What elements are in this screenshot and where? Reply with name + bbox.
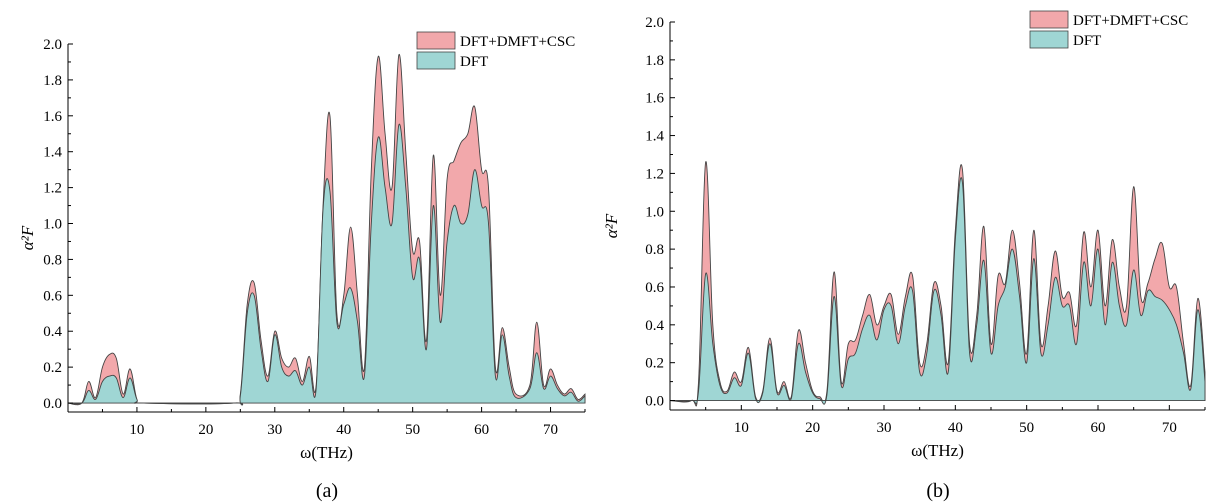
series-area-1 xyxy=(669,177,1206,405)
legend: DFT+DMFT+CSC DFT xyxy=(1029,10,1188,49)
x-tick-label: 60 xyxy=(474,422,489,438)
x-tick-label: 70 xyxy=(1162,420,1177,436)
y-tick-label: 1.4 xyxy=(645,129,664,145)
y-tick-label: 0.4 xyxy=(43,324,62,340)
x-tick-label: 20 xyxy=(198,422,213,438)
y-axis-title: α²F xyxy=(18,225,37,250)
y-axis-title: α²F xyxy=(602,213,621,238)
x-tick-label: 40 xyxy=(948,420,963,436)
x-tick-label: 30 xyxy=(877,420,892,436)
y-tick-label: 1.0 xyxy=(43,217,62,233)
x-tick-label: 50 xyxy=(405,422,420,438)
x-tick-label: 40 xyxy=(336,422,351,438)
y-tick-label: 1.4 xyxy=(43,145,62,161)
x-tick-label: 30 xyxy=(267,422,282,438)
x-tick-label: 10 xyxy=(129,422,144,438)
x-tick-label: 70 xyxy=(543,422,558,438)
legend-swatch xyxy=(1029,10,1069,29)
y-tick-label: 0.6 xyxy=(645,280,664,296)
y-tick-label: 2.0 xyxy=(645,15,664,31)
y-tick-label: 1.6 xyxy=(43,109,62,125)
x-tick-label: 20 xyxy=(805,420,820,436)
y-tick-label: 0.6 xyxy=(43,288,62,304)
y-tick-label: 1.8 xyxy=(43,73,62,89)
chart-panel-b: 0.0 0.2 0.4 0.6 0.8 1.0 1.2 1.4 1.6 1.8 2.0 10 20 30 4… xyxy=(602,10,1206,502)
y-tick-label: 0.0 xyxy=(43,396,62,412)
panel-label: (a) xyxy=(316,480,338,502)
y-tick-label: 1.8 xyxy=(645,53,664,69)
x-tick-label: 10 xyxy=(734,420,749,436)
y-tick-label: 1.2 xyxy=(645,166,664,182)
y-tick-label: 0.8 xyxy=(645,242,664,258)
y-tick-label: 1.6 xyxy=(645,91,664,107)
y-tick-label: 1.2 xyxy=(43,181,62,197)
x-tick-label: 60 xyxy=(1091,420,1106,436)
legend-swatch xyxy=(1029,30,1069,49)
x-axis-title: ω(THz) xyxy=(300,443,353,462)
y-tick-label: 2.0 xyxy=(43,37,62,53)
legend-label: DFT+DMFT+CSC xyxy=(1073,13,1188,29)
chart-panel-a: 0.0 0.2 0.4 0.6 0.8 1.0 1.2 1.4 1.6 1.8 2.0 10 20 30 4… xyxy=(18,31,586,502)
legend-swatch xyxy=(416,31,456,50)
x-axis-title: ω(THz) xyxy=(911,441,964,460)
legend: DFT+DMFT+CSC DFT xyxy=(416,31,575,70)
legend-label: DFT xyxy=(1073,33,1101,49)
y-tick-label: 0.4 xyxy=(645,318,664,334)
x-tick-label: 50 xyxy=(1019,420,1034,436)
y-tick-label: 0.2 xyxy=(645,356,664,372)
y-tick-label: 0.2 xyxy=(43,360,62,376)
y-tick-label: 0.0 xyxy=(645,394,664,410)
legend-label: DFT xyxy=(460,54,488,70)
series-area-1 xyxy=(67,123,586,406)
y-tick-label: 1.0 xyxy=(645,204,664,220)
y-tick-label: 0.8 xyxy=(43,252,62,268)
panel-label: (b) xyxy=(926,480,949,502)
legend-swatch xyxy=(416,51,456,70)
legend-label: DFT+DMFT+CSC xyxy=(460,34,575,50)
